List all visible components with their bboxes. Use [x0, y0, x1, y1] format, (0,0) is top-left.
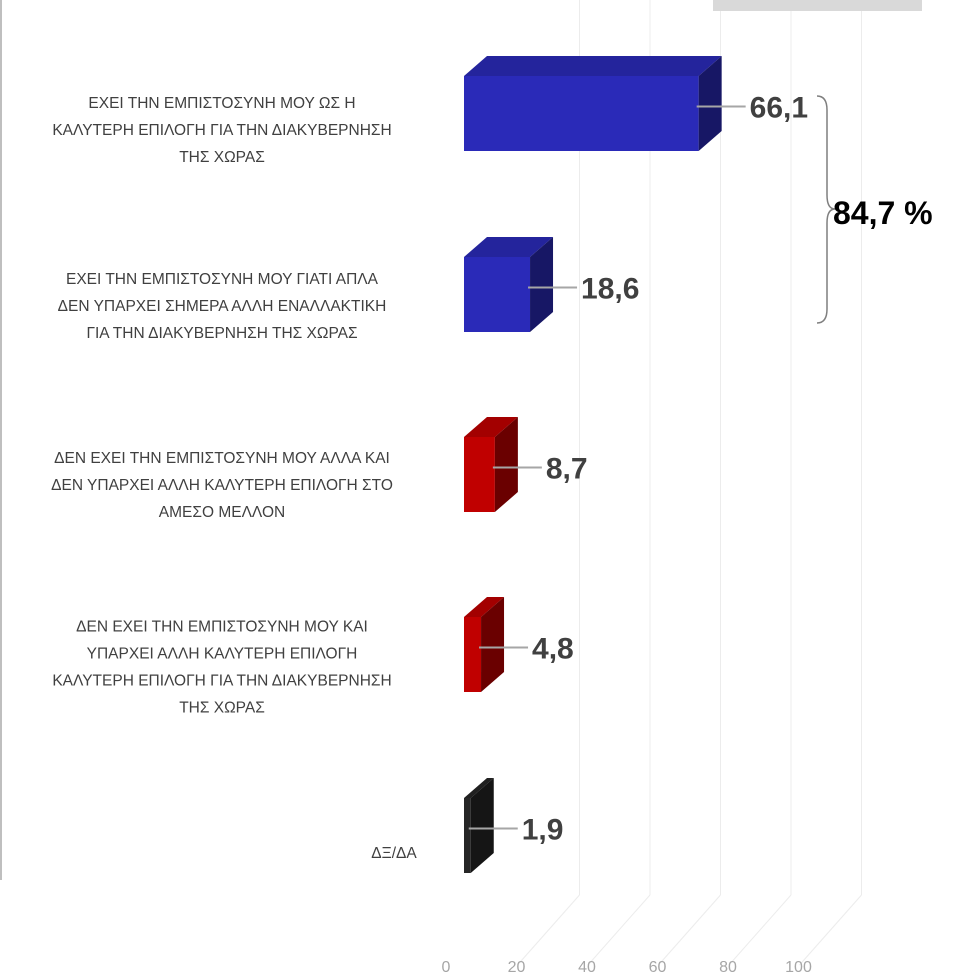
- value-label: 66,1: [750, 92, 808, 125]
- category-label-line: ΚΑΛΥΤΕΡΗ ΕΠΙΛΟΓΗ ΓΙΑ ΤΗΝ ΔΙΑΚΥΒΕΡΝΗΣΗ: [52, 673, 391, 690]
- grid-line-diagonal: [517, 894, 580, 966]
- bar-top-face: [464, 56, 722, 76]
- bar: 66,1: [464, 56, 808, 151]
- value-label: 4,8: [532, 633, 574, 666]
- bar: 1,9: [464, 778, 563, 873]
- category-labels: ΕΧΕΙ ΤΗΝ ΕΜΠΙΣΤΟΣΥΝΗ ΜΟΥ ΩΣ Η ΚΑΛΥΤΕΡΗ ΕΠ…: [51, 95, 417, 862]
- bar-top-face: [464, 417, 518, 437]
- category-label: ΕΧΕΙ ΤΗΝ ΕΜΠΙΣΤΟΣΥΝΗ ΜΟΥ ΩΣ Η ΚΑΛΥΤΕΡΗ ΕΠ…: [52, 95, 391, 166]
- total-bracket: [816, 95, 836, 324]
- category-label-line: ΔΕΝ ΕΧΕΙ ΤΗΝ ΕΜΠΙΣΤΟΣΥΝΗ ΜΟΥ ΑΛΛΑ ΚΑΙ: [54, 450, 390, 467]
- category-label-line: ΤΗΣ ΧΩΡΑΣ: [179, 700, 265, 717]
- bar-top-face: [464, 778, 494, 798]
- legend-box: [713, 0, 922, 11]
- category-label-line: ΔΕΝ ΥΠΑΡΧΕΙ ΣΗΜΕΡΑ ΑΛΛΗ ΕΝΑΛΛΑΚΤΙΚΗ: [58, 298, 387, 315]
- bar-side-face: [530, 237, 554, 332]
- category-label-line: ΥΠΑΡΧΕΙ ΑΛΛΗ ΚΑΛΥΤΕΡΗ ΕΠΙΛΟΓΗ: [87, 646, 358, 663]
- bar-top-face: [464, 237, 554, 257]
- bar: 8,7: [464, 417, 588, 512]
- bar-side-face: [481, 597, 505, 692]
- bar-front-face: [464, 257, 531, 332]
- x-tick-label: 100: [785, 959, 812, 976]
- x-tick-label: 80: [719, 959, 737, 976]
- value-label: 8,7: [546, 453, 588, 486]
- bar: 18,6: [464, 237, 639, 332]
- bar: 4,8: [464, 597, 574, 692]
- x-tick-label: 40: [578, 959, 596, 976]
- grid-line-diagonal: [728, 894, 792, 966]
- grid-line-diagonal: [799, 894, 862, 966]
- category-label-line: ΓΙΑ ΤΗΝ ΔΙΑΚΥΒΕΡΝΗΣΗ ΤΗΣ ΧΩΡΑΣ: [86, 325, 357, 342]
- bar-top-face: [464, 597, 505, 617]
- grid-line-diagonal: [658, 894, 721, 966]
- category-label: ΔΕΝ ΕΧΕΙ ΤΗΝ ΕΜΠΙΣΤΟΣΥΝΗ ΜΟΥ ΑΛΛΑ ΚΑΙ ΔΕΝ…: [51, 450, 393, 521]
- bar-side-face: [470, 778, 494, 873]
- category-label-line: ΑΜΕΣΟ ΜΕΛΛΟΝ: [159, 504, 285, 521]
- bar-side-face: [494, 417, 518, 512]
- value-label: 1,9: [522, 814, 564, 847]
- x-tick-label: 20: [508, 959, 526, 976]
- bars: 66,1 18,6 8,7 4,8 1,9: [464, 56, 808, 873]
- bar-front-face: [464, 798, 471, 873]
- x-tick-label: 60: [649, 959, 667, 976]
- category-label-line: ΔΕΝ ΕΧΕΙ ΤΗΝ ΕΜΠΙΣΤΟΣΥΝΗ ΜΟΥ ΚΑΙ: [76, 619, 368, 636]
- total-percentage-label: 84,7 %: [833, 195, 933, 231]
- category-label: ΕΧΕΙ ΤΗΝ ΕΜΠΙΣΤΟΣΥΝΗ ΜΟΥ ΓΙΑΤΙ ΑΠΛΑ ΔΕΝ Υ…: [58, 271, 387, 342]
- bar-front-face: [464, 76, 699, 151]
- grid-line-diagonal: [587, 894, 651, 966]
- x-axis-ticks: 0 20 40 60 80 100: [442, 959, 812, 976]
- category-label-line: ΤΗΣ ΧΩΡΑΣ: [179, 149, 265, 166]
- category-label: ΔΕΝ ΕΧΕΙ ΤΗΝ ΕΜΠΙΣΤΟΣΥΝΗ ΜΟΥ ΚΑΙ ΥΠΑΡΧΕΙ …: [52, 619, 391, 717]
- category-label: ΔΞ/ΔΑ: [371, 845, 417, 862]
- category-label-line: ΕΧΕΙ ΤΗΝ ΕΜΠΙΣΤΟΣΥΝΗ ΜΟΥ ΓΙΑΤΙ ΑΠΛΑ: [66, 271, 379, 288]
- bar-front-face: [464, 437, 495, 512]
- category-label-line: ΕΧΕΙ ΤΗΝ ΕΜΠΙΣΤΟΣΥΝΗ ΜΟΥ ΩΣ Η: [88, 95, 355, 112]
- category-label-line: ΚΑΛΥΤΕΡΗ ΕΠΙΛΟΓΗ ΓΙΑ ΤΗΝ ΔΙΑΚΥΒΕΡΝΗΣΗ: [52, 122, 391, 139]
- category-label-line: ΔΕΝ ΥΠΑΡΧΕΙ ΑΛΛΗ ΚΑΛΥΤΕΡΗ ΕΠΙΛΟΓΗ ΣΤΟ: [51, 477, 393, 494]
- bar-side-face: [698, 56, 722, 151]
- bar-front-face: [464, 617, 482, 692]
- category-label-line: ΔΞ/ΔΑ: [371, 845, 417, 862]
- x-tick-label: 0: [442, 959, 451, 976]
- value-label: 18,6: [581, 273, 639, 306]
